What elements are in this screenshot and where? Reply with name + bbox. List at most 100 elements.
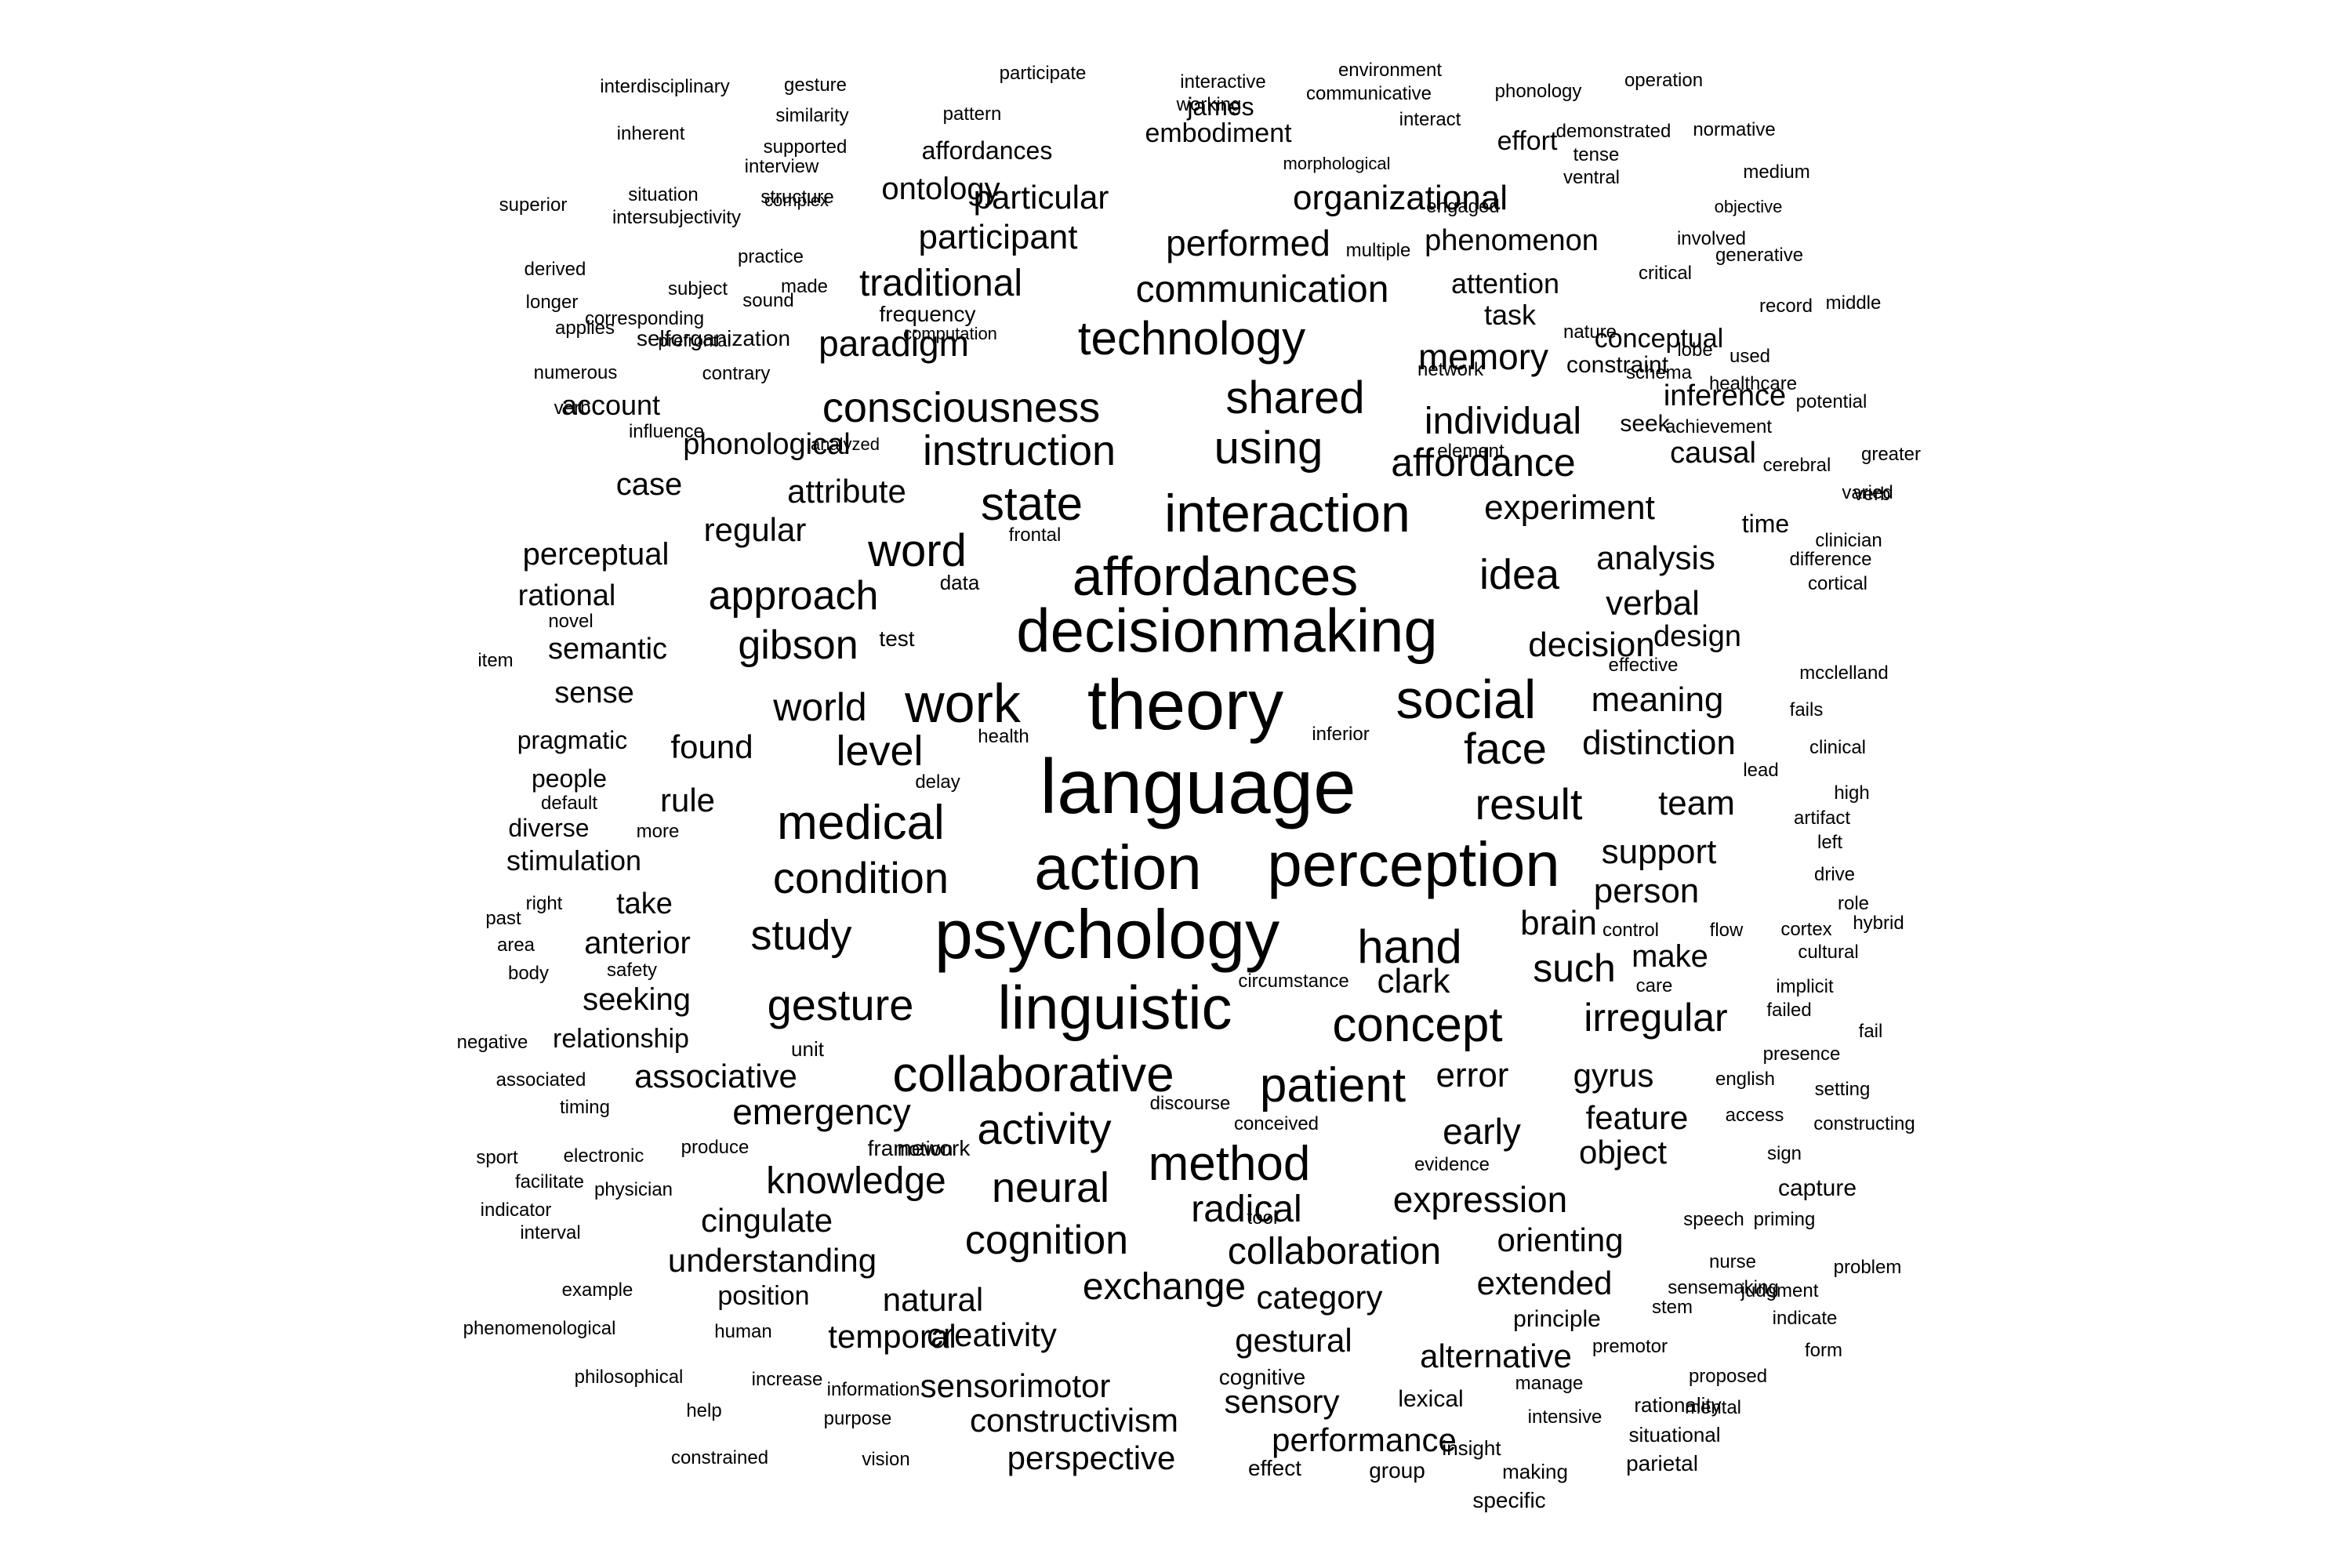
- cloud-word: influence: [628, 421, 705, 442]
- cloud-word: gesture: [783, 74, 848, 96]
- cloud-word: intensive: [1527, 1406, 1602, 1428]
- cloud-word: sensory: [1224, 1383, 1340, 1420]
- cloud-word: irregular: [1584, 996, 1728, 1040]
- cloud-word: brain: [1520, 904, 1597, 942]
- cloud-word: time: [1741, 510, 1790, 538]
- cloud-word: inference: [1663, 379, 1787, 412]
- cloud-word: potential: [1795, 391, 1867, 412]
- cloud-word: group: [1369, 1458, 1425, 1483]
- cloud-word: sensorimotor: [920, 1367, 1111, 1404]
- cloud-word: approach: [708, 573, 879, 619]
- cloud-word: practice: [737, 246, 804, 267]
- cloud-word: used: [1729, 346, 1771, 367]
- cloud-word: cognition: [964, 1218, 1129, 1263]
- cloud-word: theory: [1087, 666, 1284, 745]
- cloud-word: perception: [1267, 829, 1560, 899]
- cloud-word: found: [670, 728, 753, 765]
- cloud-word: facilitate: [514, 1171, 585, 1192]
- cloud-word: setting: [1814, 1079, 1871, 1100]
- cloud-word: achievement: [1664, 416, 1773, 437]
- cloud-word: neural: [991, 1164, 1110, 1211]
- cloud-word: cultural: [1798, 942, 1859, 963]
- cloud-word: situation: [628, 184, 699, 205]
- cloud-word: effective: [1608, 655, 1679, 676]
- cloud-word: more: [636, 821, 680, 842]
- cloud-word: particular: [973, 179, 1109, 216]
- cloud-word: contrary: [702, 363, 771, 384]
- cloud-word: circumstance: [1238, 971, 1349, 992]
- cloud-word: creativity: [927, 1316, 1057, 1353]
- cloud-word: intersubjectivity: [612, 207, 742, 228]
- cloud-word: numerous: [533, 362, 618, 383]
- cloud-word: cortex: [1780, 919, 1832, 940]
- cloud-word: judgment: [1740, 1280, 1819, 1301]
- cloud-word: verb: [1853, 484, 1891, 505]
- cloud-word: knowledge: [766, 1160, 946, 1202]
- cloud-word: structure: [760, 187, 834, 208]
- cloud-word: nature: [1563, 321, 1617, 343]
- cloud-word: involved: [1676, 228, 1747, 249]
- cloud-word: presence: [1762, 1044, 1841, 1065]
- cloud-word: individual: [1424, 401, 1582, 442]
- cloud-word: radical: [1191, 1189, 1302, 1230]
- cloud-word: exchange: [1082, 1266, 1247, 1308]
- cloud-word: method: [1148, 1137, 1311, 1191]
- cloud-word: produce: [681, 1137, 750, 1158]
- cloud-word: priming: [1753, 1209, 1816, 1230]
- cloud-word: constrained: [670, 1447, 769, 1468]
- cloud-word: face: [1464, 724, 1547, 773]
- cloud-word: frequency: [879, 302, 976, 326]
- cloud-word: phenomenological: [463, 1318, 616, 1339]
- cloud-word: communication: [1135, 269, 1389, 310]
- cloud-word: manage: [1515, 1373, 1584, 1394]
- cloud-word: relationship: [553, 1024, 689, 1054]
- cloud-word: clark: [1377, 962, 1450, 1000]
- cloud-word: support: [1601, 833, 1717, 871]
- cloud-word: delay: [915, 771, 960, 793]
- cloud-word: feature: [1585, 1099, 1689, 1136]
- cloud-word: expression: [1392, 1179, 1568, 1220]
- cloud-word: using: [1214, 423, 1323, 474]
- cloud-word: mental: [1684, 1397, 1742, 1418]
- cloud-word: problem: [1833, 1257, 1902, 1278]
- cloud-word: seeking: [583, 982, 691, 1017]
- cloud-word: team: [1658, 784, 1735, 822]
- cloud-word: interval: [520, 1222, 581, 1243]
- cloud-word: example: [561, 1279, 633, 1301]
- cloud-word: parietal: [1626, 1451, 1698, 1475]
- cloud-word: participate: [999, 63, 1087, 84]
- cloud-word: idea: [1479, 551, 1560, 598]
- cloud-word: analysis: [1596, 539, 1715, 576]
- cloud-word: understanding: [667, 1242, 877, 1279]
- cloud-word: indicate: [1772, 1308, 1838, 1329]
- cloud-word: stem: [1651, 1297, 1693, 1318]
- cloud-word: medical: [777, 796, 945, 850]
- cloud-word: operation: [1624, 70, 1704, 91]
- cloud-word: physician: [593, 1179, 673, 1200]
- cloud-word: philosophical: [574, 1367, 684, 1388]
- cloud-word: activity: [977, 1104, 1112, 1153]
- cloud-word: selforganization: [636, 326, 791, 350]
- cloud-word: gestural: [1235, 1322, 1352, 1359]
- cloud-word: organizational: [1293, 179, 1508, 217]
- cloud-word: similarity: [775, 105, 849, 126]
- cloud-word: result: [1475, 779, 1583, 829]
- cloud-word: critical: [1638, 263, 1693, 284]
- cloud-word: consciousness: [822, 384, 1101, 431]
- cloud-word: sport: [476, 1147, 518, 1168]
- cloud-word: verb: [554, 397, 591, 419]
- cloud-word: timing: [559, 1097, 611, 1118]
- cloud-word: phenomenon: [1425, 224, 1599, 257]
- cloud-word: analyzed: [810, 434, 880, 454]
- cloud-word: access: [1725, 1105, 1784, 1126]
- cloud-word: technology: [1077, 312, 1306, 365]
- cloud-word: perspective: [1007, 1439, 1176, 1476]
- cloud-word: social: [1396, 669, 1537, 730]
- cloud-word: evidence: [1414, 1154, 1490, 1175]
- cloud-word: study: [750, 912, 852, 959]
- cloud-word: affordances: [921, 136, 1053, 165]
- cloud-word: extended: [1476, 1265, 1613, 1301]
- cloud-word: decision: [1528, 626, 1655, 664]
- cloud-word: concept: [1332, 998, 1503, 1052]
